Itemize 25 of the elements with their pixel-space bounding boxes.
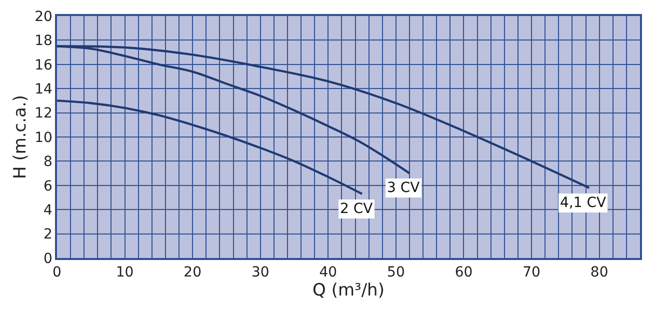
y-tick-label: 4 — [44, 202, 53, 218]
x-tick-label: 50 — [387, 264, 405, 281]
y-tick-label: 18 — [34, 33, 52, 50]
series-label: 3 CV — [387, 180, 420, 196]
series-label: 4,1 CV — [560, 195, 606, 211]
x-tick-label: 30 — [251, 264, 270, 281]
y-axis-title: H (m.c.a.) — [10, 95, 31, 179]
x-tick-label: 80 — [590, 264, 608, 281]
x-tick-label: 20 — [184, 264, 202, 281]
y-tick-label: 12 — [34, 106, 52, 122]
y-tick-label: 0 — [44, 250, 52, 267]
y-tick-label: 6 — [44, 178, 53, 194]
series-label: 2 CV — [340, 201, 374, 217]
x-tick-label: 10 — [116, 264, 134, 281]
y-tick-label: 8 — [44, 154, 52, 170]
y-tick-label: 20 — [34, 8, 52, 25]
y-tick-label: 10 — [34, 130, 52, 146]
line-series — [57, 100, 364, 195]
x-axis-title: Q (m³/h) — [312, 280, 384, 301]
y-tick-label: 16 — [34, 57, 53, 74]
y-tick-label: 2 — [44, 226, 52, 243]
x-tick-label: 60 — [454, 264, 473, 281]
x-tick-label: 70 — [522, 264, 540, 281]
y-tick-label: 14 — [34, 82, 53, 98]
x-tick-label: 40 — [319, 264, 338, 281]
